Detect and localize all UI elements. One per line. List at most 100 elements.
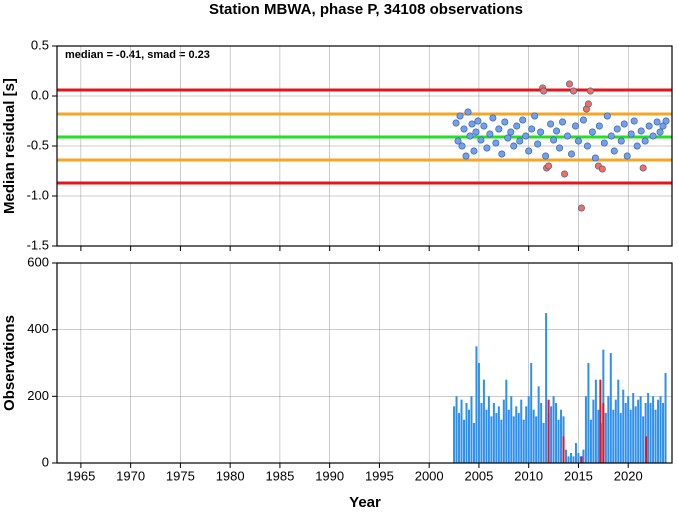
point <box>603 112 611 120</box>
point <box>458 142 466 150</box>
bar <box>609 353 612 463</box>
point <box>460 125 468 133</box>
bar <box>654 409 657 463</box>
annotation: median = -0.41, smad = 0.23 <box>65 49 210 61</box>
bar <box>510 396 513 463</box>
point <box>501 118 509 126</box>
point <box>662 117 670 125</box>
point <box>630 117 638 125</box>
point <box>656 128 664 136</box>
point <box>516 137 524 145</box>
bar <box>647 393 650 463</box>
y-tick-label: 0.5 <box>31 37 49 52</box>
point <box>495 125 503 133</box>
point <box>556 144 564 152</box>
point <box>607 132 615 140</box>
point <box>588 128 596 136</box>
bar <box>619 413 622 463</box>
point <box>574 137 582 145</box>
point <box>519 116 527 124</box>
y-tick-label: 200 <box>27 388 49 403</box>
point <box>472 128 480 136</box>
point <box>645 122 653 130</box>
bar <box>480 403 483 463</box>
point <box>567 150 575 158</box>
bar <box>527 396 530 463</box>
point <box>559 118 567 126</box>
bar <box>458 413 461 463</box>
point <box>483 144 491 152</box>
point <box>462 152 470 160</box>
bar <box>557 419 560 463</box>
point <box>545 162 553 170</box>
bar <box>460 399 463 463</box>
point <box>649 132 657 140</box>
bar <box>547 399 550 463</box>
y-tick-label: -0.5 <box>27 137 49 152</box>
x-tick-label: 1985 <box>265 468 294 483</box>
bar <box>622 389 625 463</box>
bar <box>624 403 627 463</box>
bar <box>584 396 587 463</box>
point <box>584 100 592 108</box>
bar <box>594 379 597 463</box>
bar <box>487 396 490 463</box>
bar <box>555 403 558 463</box>
bar <box>470 396 473 463</box>
point <box>571 122 579 130</box>
bar <box>467 409 470 463</box>
x-tick-label: 2005 <box>464 468 493 483</box>
point <box>492 139 500 147</box>
point <box>610 147 618 155</box>
point <box>540 87 548 95</box>
plot-frame <box>56 45 673 247</box>
bar <box>520 399 523 463</box>
point <box>639 164 647 172</box>
point <box>513 122 521 130</box>
bar <box>485 409 488 463</box>
bar <box>495 413 498 463</box>
point <box>586 87 594 95</box>
point <box>623 152 631 160</box>
bar <box>580 456 583 463</box>
bar <box>587 363 590 463</box>
x-tick-label: 1995 <box>365 468 394 483</box>
plot-frame <box>56 262 673 464</box>
bar <box>455 396 458 463</box>
bar <box>642 416 645 463</box>
bar <box>530 363 533 463</box>
bar <box>604 413 607 463</box>
bar <box>525 406 528 463</box>
y-tick-label: -1.5 <box>27 237 49 252</box>
point <box>620 120 628 128</box>
bar <box>492 403 495 463</box>
bar <box>662 403 665 463</box>
y-axis-label: Median residual [s] <box>1 78 18 214</box>
bar <box>612 409 615 463</box>
bar <box>500 419 503 463</box>
bar <box>532 409 535 463</box>
y-tick-label: -1.0 <box>27 187 49 202</box>
bar <box>463 419 466 463</box>
bar <box>632 393 635 463</box>
point <box>564 132 572 140</box>
y-tick-label: 0 <box>42 454 49 469</box>
bar <box>542 423 545 463</box>
point <box>537 128 545 136</box>
bar <box>664 373 667 463</box>
bar <box>577 453 580 463</box>
bar <box>649 403 652 463</box>
bar <box>550 406 553 463</box>
point <box>613 125 621 133</box>
point <box>547 120 555 128</box>
bar <box>505 379 508 463</box>
bar <box>644 403 647 463</box>
bar <box>572 456 575 463</box>
bar <box>502 399 505 463</box>
point <box>595 122 603 130</box>
point <box>565 80 573 88</box>
x-tick-label: 1970 <box>116 468 145 483</box>
y-tick-label: 0.0 <box>31 87 49 102</box>
bar <box>522 419 525 463</box>
bar <box>652 396 655 463</box>
